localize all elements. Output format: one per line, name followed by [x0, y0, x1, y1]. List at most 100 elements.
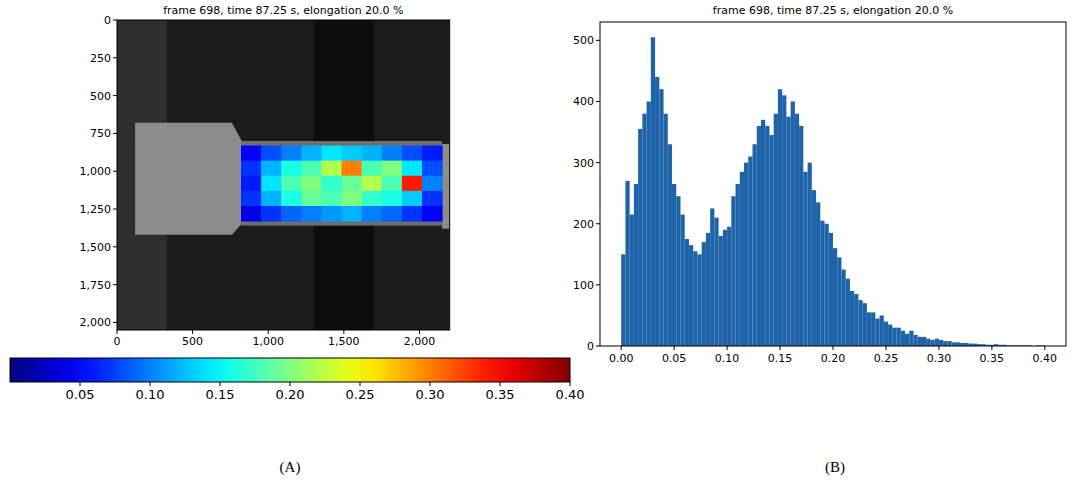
histogram-bar	[791, 101, 795, 346]
heatmap-cell	[281, 206, 302, 222]
histogram-bar	[774, 114, 778, 346]
histogram-bar	[833, 248, 837, 346]
y-tick-label: 750	[90, 127, 111, 140]
photo-background	[117, 20, 450, 330]
figure: 05001,0001,5002,00002505007501,0001,2501…	[0, 0, 1074, 485]
heatmap-cell	[362, 176, 383, 192]
heatmap-cell	[402, 146, 423, 162]
specimen	[241, 141, 442, 226]
histogram-bar	[935, 339, 939, 346]
y-tick-label: 500	[573, 34, 594, 47]
histogram-bar	[795, 114, 799, 346]
histogram-bar	[926, 339, 930, 346]
heatmap-cell	[301, 176, 322, 192]
heatmap-cell	[422, 146, 443, 162]
y-tick	[113, 57, 117, 58]
heatmap-cell	[342, 161, 363, 177]
histogram-bar	[956, 342, 960, 346]
histogram-bar	[668, 144, 672, 346]
x-tick	[192, 330, 193, 334]
histogram-bar	[723, 230, 727, 346]
x-tick-label: 0	[114, 335, 121, 348]
histogram-bar	[697, 254, 701, 346]
heatmap-cell	[422, 191, 443, 207]
histogram-bar	[947, 341, 951, 346]
heatmap-cell	[241, 146, 262, 162]
histogram-bar	[943, 341, 947, 346]
histogram-bar	[905, 334, 909, 346]
heatmap-cell	[402, 176, 423, 192]
x-tick	[727, 346, 728, 350]
colorbar-tick	[360, 382, 361, 386]
colorbar	[10, 358, 570, 382]
histogram-bar	[888, 325, 892, 346]
histogram-bar	[825, 224, 829, 346]
histogram-bar	[676, 196, 680, 346]
y-tick	[113, 20, 117, 21]
heatmap-cell	[362, 206, 383, 222]
heatmap-cell	[261, 176, 282, 192]
x-tick-label: 500	[182, 335, 203, 348]
colorbar-tick-label: 0.10	[136, 387, 165, 402]
x-tick-label: 0.25	[874, 352, 899, 365]
histogram-bar	[625, 181, 629, 346]
y-tick	[596, 284, 600, 285]
histogram-bar	[659, 89, 663, 346]
y-tick-label: 1,500	[80, 241, 112, 254]
y-tick	[113, 133, 117, 134]
heatmap-cell	[241, 191, 262, 207]
colorbar-tick-label: 0.30	[416, 387, 445, 402]
y-tick	[113, 171, 117, 172]
plot-frame	[600, 22, 1066, 346]
y-tick-label: 1,250	[80, 203, 112, 216]
histogram-bar	[689, 245, 693, 346]
heatmap-cell	[402, 161, 423, 177]
y-tick	[113, 246, 117, 247]
x-tick	[674, 346, 675, 350]
x-tick-label: 0.05	[662, 352, 687, 365]
histogram-bar	[820, 221, 824, 346]
histogram-bar	[799, 126, 803, 346]
histogram-bar	[769, 135, 773, 346]
histogram-bar	[753, 144, 757, 346]
y-tick	[596, 162, 600, 163]
histogram-bar	[727, 227, 731, 346]
histogram-bar	[757, 126, 761, 346]
histogram-bar	[655, 77, 659, 346]
heatmap-cell	[241, 206, 262, 222]
heatmap-cell	[301, 206, 322, 222]
colorbar-tick	[500, 382, 501, 386]
x-tick	[1044, 346, 1045, 350]
colorbar-tick	[150, 382, 151, 386]
x-tick-label: 0.20	[821, 352, 846, 365]
histogram-bar	[892, 328, 896, 346]
y-tick-label: 1,000	[80, 165, 112, 178]
y-tick-label: 0	[104, 14, 111, 27]
x-tick-label: 0.35	[980, 352, 1005, 365]
colorbar-tick	[570, 382, 571, 386]
y-tick-label: 1,750	[80, 279, 112, 292]
histogram-bar	[803, 172, 807, 346]
panel-b: 0.000.050.100.150.200.250.300.350.400100…	[573, 4, 1066, 476]
y-tick	[113, 95, 117, 96]
plot-frame	[117, 20, 450, 330]
heatmap-cell	[342, 146, 363, 162]
histogram-bar	[939, 340, 943, 346]
x-tick	[621, 346, 622, 350]
x-tick	[117, 330, 118, 334]
bars	[621, 37, 1045, 346]
histogram-bar	[841, 270, 845, 346]
x-tick-label: 0.30	[927, 352, 952, 365]
x-tick	[343, 330, 344, 334]
histogram-bar	[765, 126, 769, 346]
histogram-bar	[922, 337, 926, 346]
colorbar-tick	[220, 382, 221, 386]
histogram-bar	[736, 184, 740, 346]
colorbar-tick-label: 0.25	[346, 387, 375, 402]
heatmap-cell	[261, 206, 282, 222]
heatmap-cell	[321, 191, 342, 207]
x-tick	[833, 346, 834, 350]
histogram-bar	[714, 218, 718, 346]
heatmap-cell	[342, 176, 363, 192]
heatmap-cell	[241, 176, 262, 192]
